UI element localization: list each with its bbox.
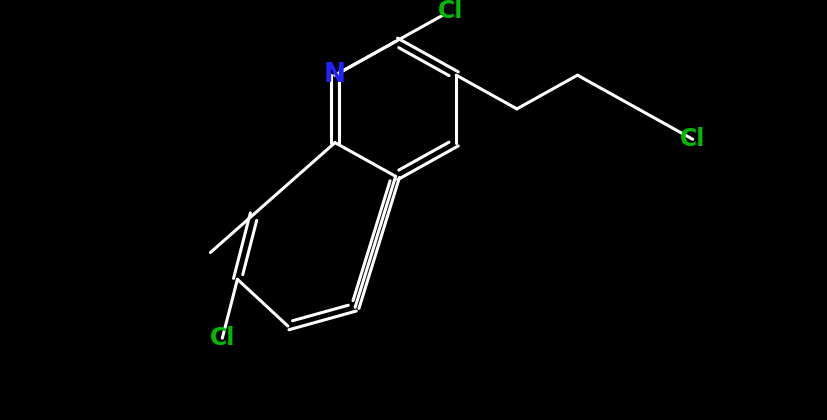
Text: N: N [324,62,346,88]
Text: Cl: Cl [437,0,463,23]
Text: Cl: Cl [209,326,235,350]
Text: Cl: Cl [680,127,705,151]
